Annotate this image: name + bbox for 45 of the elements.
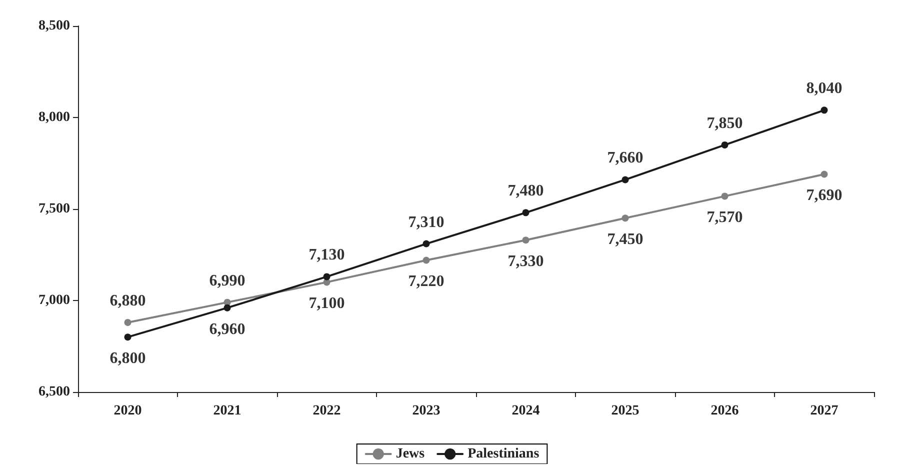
point [820,106,828,114]
y-tick-label: 7,500 [38,202,70,216]
data-label: 6,880 [110,292,146,310]
point [721,192,728,200]
data-label: 7,130 [308,246,345,264]
data-label: 6,990 [209,272,246,290]
x-tick-label: 2021 [213,404,242,418]
point [522,209,530,216]
point [422,240,430,248]
data-label: 7,480 [508,182,544,200]
data-label: 7,570 [706,209,743,226]
point [224,304,231,312]
y-tick-label: 7,000 [38,293,70,308]
legend-label: Palestinians [468,446,540,462]
point [124,318,132,326]
data-label: 7,850 [706,114,743,132]
point [820,170,828,178]
x-tick-label: 2023 [412,404,440,418]
x-tick-label: 2027 [810,404,838,418]
point [124,334,132,341]
point [721,141,728,148]
data-label: 7,690 [806,187,842,204]
point [422,256,430,264]
point [522,236,530,244]
y-tick-label: 8,000 [38,110,70,125]
x-tick-label: 2024 [512,404,540,418]
point [622,214,629,222]
x-tick-label: 2026 [710,404,739,418]
data-label: 6,800 [110,350,146,368]
y-tick-label: 8,500 [38,18,70,34]
point [323,273,330,280]
data-label: 8,040 [806,80,842,98]
data-label: 7,330 [508,253,544,270]
x-tick-label: 2022 [312,404,341,418]
data-label: 7,100 [308,295,345,312]
point [622,176,629,184]
x-tick-label: 2020 [114,404,142,418]
data-label: 7,660 [607,150,644,167]
data-label: 7,450 [607,231,644,248]
data-label: 6,960 [209,320,246,338]
x-tick-label: 2025 [611,404,640,418]
data-label: 7,310 [408,214,444,231]
y-tick-label: 6,500 [38,384,70,400]
legend-label: Jews [396,446,426,462]
data-label: 7,220 [408,273,444,290]
